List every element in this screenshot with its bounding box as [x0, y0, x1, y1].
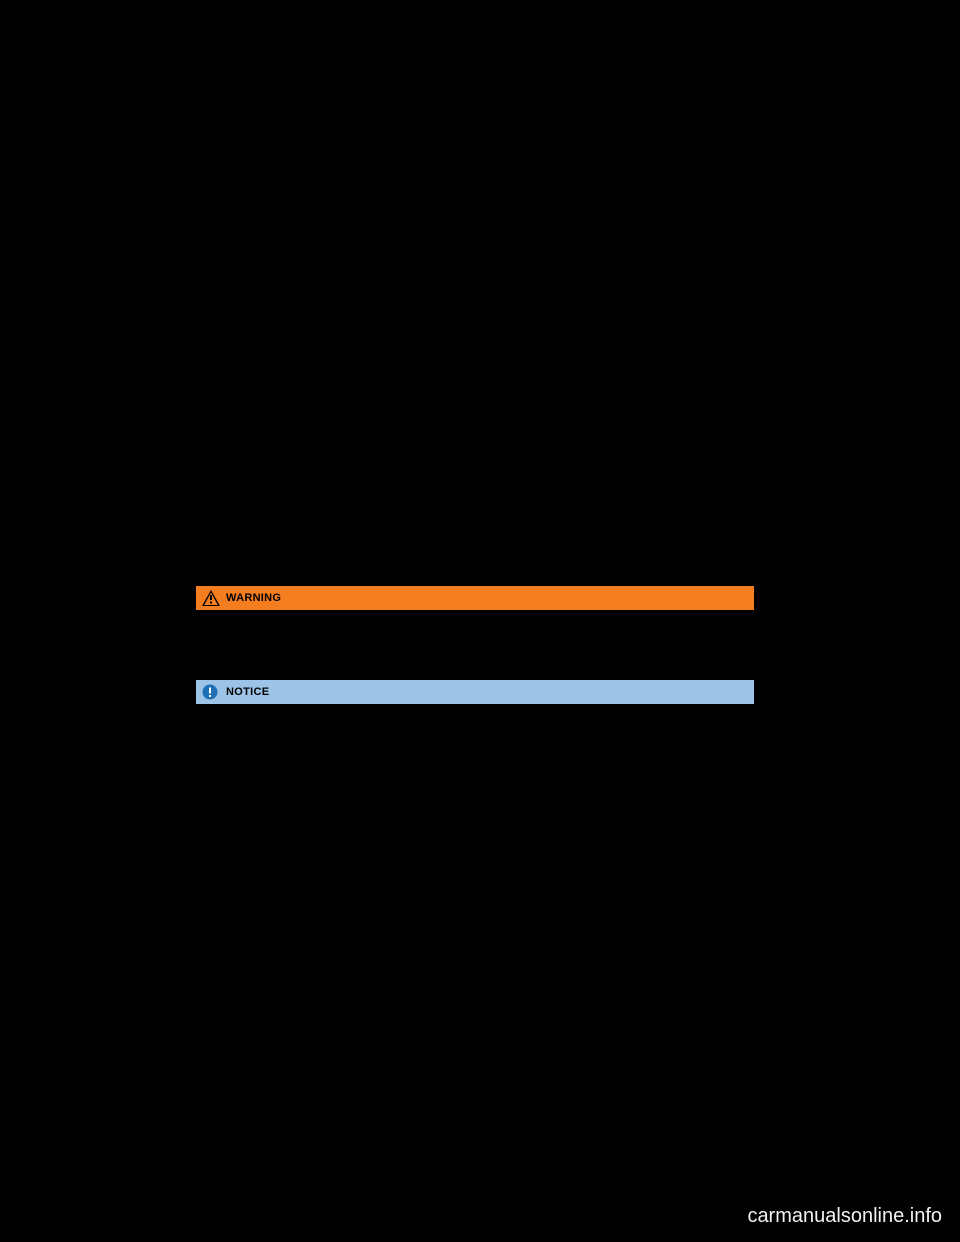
- warning-bar: WARNING: [195, 585, 755, 611]
- warning-label: WARNING: [226, 592, 281, 604]
- manual-page-content: WARNING NOTICE: [195, 585, 755, 705]
- notice-bar: NOTICE: [195, 679, 755, 705]
- watermark-text: carmanualsonline.info: [747, 1205, 942, 1228]
- notice-alert-icon: [202, 684, 220, 700]
- warning-triangle-icon: [202, 590, 220, 606]
- notice-label: NOTICE: [226, 686, 269, 698]
